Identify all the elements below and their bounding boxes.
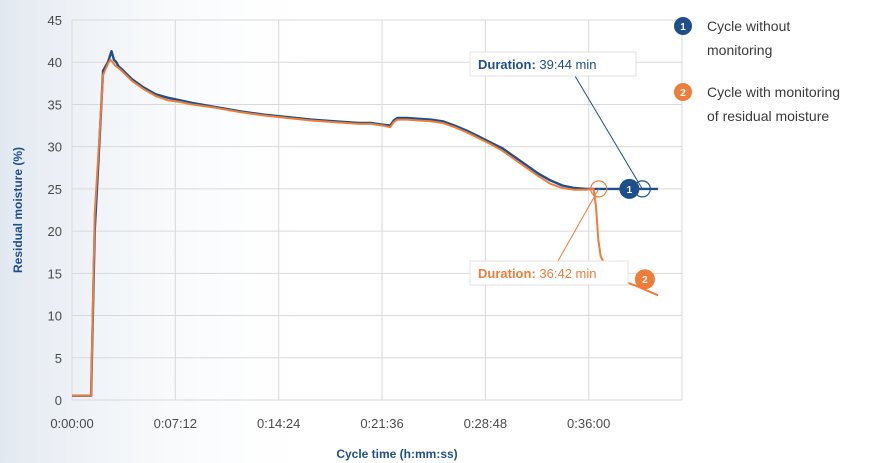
x-tick-label: 0:07:12 (154, 416, 197, 431)
curve-marker-number: 1 (627, 185, 633, 196)
y-tick-label: 35 (48, 97, 62, 112)
legend: 1 Cycle without monitoring 2 Cycle with moni… (674, 17, 840, 124)
y-tick-label: 10 (48, 309, 62, 324)
x-axis-title: Cycle time (h:mm:ss) (336, 447, 457, 461)
annotation-leader-1 (575, 76, 642, 189)
y-tick-label: 5 (55, 351, 62, 366)
y-axis-title: Residual moisture (%) (11, 147, 25, 273)
x-tick-label: 0:14:24 (257, 416, 300, 431)
legend-marker-number: 2 (680, 88, 686, 99)
x-tick-label: 0:36:00 (567, 416, 610, 431)
legend-label-line2: monitoring (707, 42, 772, 58)
y-tick-label: 0 (55, 393, 62, 408)
annotations: Duration: 39:44 min 1 Duration: 36:42 min 2 (470, 52, 655, 289)
legend-marker-number: 1 (680, 22, 686, 33)
legend-label-line1: Cycle without (707, 18, 790, 34)
x-tick-label: 0:28:48 (464, 416, 507, 431)
annotation-value: 36:42 min (536, 266, 597, 281)
annotation-leader-2 (558, 189, 599, 261)
y-tick-label: 25 (48, 182, 62, 197)
y-tick-label: 45 (48, 13, 62, 28)
y-tick-label: 30 (48, 140, 62, 155)
annotation-text-2: Duration: 36:42 min (478, 266, 596, 281)
y-tick-label: 40 (48, 55, 62, 70)
legend-label-line2: of residual moisture (707, 108, 829, 124)
y-tick-label: 20 (48, 224, 62, 239)
x-tick-label: 0:21:36 (360, 416, 403, 431)
annotation-label: Duration: (478, 266, 536, 281)
annotation-label: Duration: (478, 57, 536, 72)
x-tick-label: 0:00:00 (50, 416, 93, 431)
annotation-text-1: Duration: 39:44 min (478, 57, 596, 72)
curve-marker-number: 2 (642, 275, 648, 286)
annotation-value: 39:44 min (536, 57, 597, 72)
y-tick-label: 15 (48, 266, 62, 281)
legend-label-line1: Cycle with monitoring (707, 84, 840, 100)
